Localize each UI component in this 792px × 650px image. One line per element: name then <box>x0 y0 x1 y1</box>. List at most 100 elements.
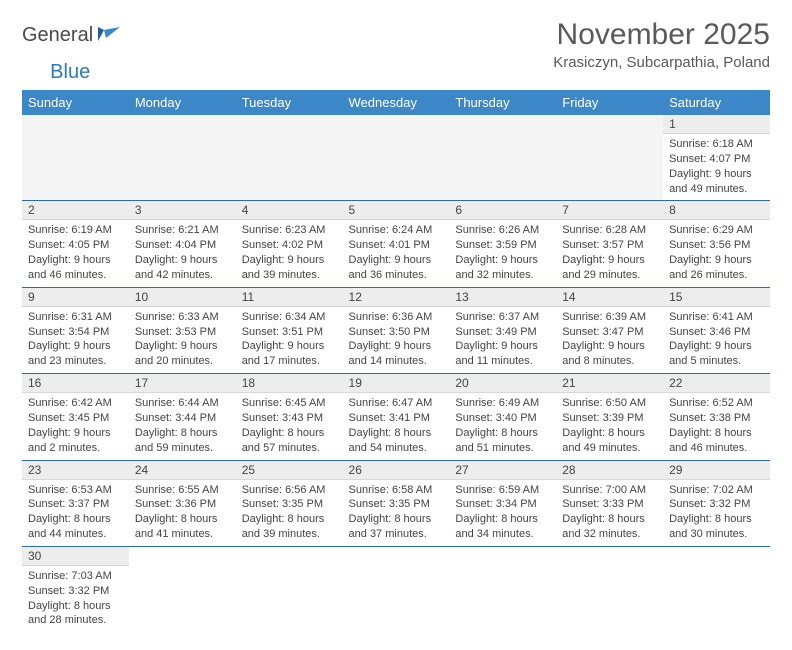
calendar-day-cell <box>556 115 663 201</box>
calendar-day-cell: 2Sunrise: 6:19 AMSunset: 4:05 PMDaylight… <box>22 201 129 287</box>
calendar-table: Sunday Monday Tuesday Wednesday Thursday… <box>22 90 770 632</box>
detail-line: Sunrise: 6:52 AM <box>669 396 764 411</box>
day-number: 12 <box>343 288 450 307</box>
detail-line: and 41 minutes. <box>135 527 230 542</box>
day-details: Sunrise: 6:52 AMSunset: 3:38 PMDaylight:… <box>663 393 770 459</box>
day-number: 15 <box>663 288 770 307</box>
weekday-header: Saturday <box>663 90 770 115</box>
day-number: 28 <box>556 461 663 480</box>
calendar-day-cell: 9Sunrise: 6:31 AMSunset: 3:54 PMDaylight… <box>22 287 129 373</box>
detail-line: Sunset: 3:39 PM <box>562 411 657 426</box>
detail-line: Sunrise: 6:50 AM <box>562 396 657 411</box>
weekday-header: Tuesday <box>236 90 343 115</box>
detail-line: and 39 minutes. <box>242 268 337 283</box>
day-number: 11 <box>236 288 343 307</box>
detail-line: Sunrise: 6:29 AM <box>669 223 764 238</box>
day-number: 20 <box>449 374 556 393</box>
detail-line: Sunset: 3:49 PM <box>455 325 550 340</box>
detail-line: Daylight: 9 hours <box>562 253 657 268</box>
calendar-day-cell <box>449 546 556 632</box>
day-number: 16 <box>22 374 129 393</box>
weekday-header: Monday <box>129 90 236 115</box>
logo-text-2: Blue <box>50 61 90 84</box>
detail-line: Sunrise: 7:03 AM <box>28 569 123 584</box>
title-block: November 2025 Krasiczyn, Subcarpathia, P… <box>553 18 770 71</box>
detail-line: Sunrise: 6:41 AM <box>669 310 764 325</box>
location-text: Krasiczyn, Subcarpathia, Poland <box>553 54 770 71</box>
detail-line: and 46 minutes. <box>28 268 123 283</box>
detail-line: and 49 minutes. <box>562 441 657 456</box>
detail-line: Sunrise: 6:39 AM <box>562 310 657 325</box>
detail-line: Sunrise: 6:26 AM <box>455 223 550 238</box>
weekday-header: Friday <box>556 90 663 115</box>
day-number: 17 <box>129 374 236 393</box>
day-number: 2 <box>22 201 129 220</box>
calendar-day-cell: 6Sunrise: 6:26 AMSunset: 3:59 PMDaylight… <box>449 201 556 287</box>
calendar-week-row: 23Sunrise: 6:53 AMSunset: 3:37 PMDayligh… <box>22 460 770 546</box>
detail-line: Sunrise: 6:45 AM <box>242 396 337 411</box>
detail-line: and 14 minutes. <box>349 354 444 369</box>
detail-line: Sunset: 3:38 PM <box>669 411 764 426</box>
detail-line: and 17 minutes. <box>242 354 337 369</box>
detail-line: Sunrise: 6:44 AM <box>135 396 230 411</box>
detail-line: and 26 minutes. <box>669 268 764 283</box>
detail-line: and 2 minutes. <box>28 441 123 456</box>
detail-line: Sunset: 3:35 PM <box>349 497 444 512</box>
detail-line: Sunset: 3:57 PM <box>562 238 657 253</box>
detail-line: Sunset: 3:50 PM <box>349 325 444 340</box>
detail-line: Sunset: 3:33 PM <box>562 497 657 512</box>
day-number: 30 <box>22 547 129 566</box>
calendar-day-cell <box>129 546 236 632</box>
detail-line: and 57 minutes. <box>242 441 337 456</box>
calendar-day-cell <box>663 546 770 632</box>
detail-line: Daylight: 9 hours <box>28 339 123 354</box>
detail-line: and 39 minutes. <box>242 527 337 542</box>
calendar-day-cell: 3Sunrise: 6:21 AMSunset: 4:04 PMDaylight… <box>129 201 236 287</box>
detail-line: Daylight: 8 hours <box>349 512 444 527</box>
detail-line: Sunset: 3:46 PM <box>669 325 764 340</box>
day-details: Sunrise: 6:19 AMSunset: 4:05 PMDaylight:… <box>22 220 129 286</box>
detail-line: Daylight: 8 hours <box>135 512 230 527</box>
day-details: Sunrise: 6:50 AMSunset: 3:39 PMDaylight:… <box>556 393 663 459</box>
detail-line: and 37 minutes. <box>349 527 444 542</box>
day-details: Sunrise: 6:49 AMSunset: 3:40 PMDaylight:… <box>449 393 556 459</box>
calendar-day-cell: 17Sunrise: 6:44 AMSunset: 3:44 PMDayligh… <box>129 374 236 460</box>
detail-line: Daylight: 8 hours <box>562 512 657 527</box>
detail-line: Daylight: 9 hours <box>669 253 764 268</box>
calendar-day-cell: 15Sunrise: 6:41 AMSunset: 3:46 PMDayligh… <box>663 287 770 373</box>
flag-icon <box>98 24 122 47</box>
detail-line: and 34 minutes. <box>455 527 550 542</box>
calendar-day-cell: 27Sunrise: 6:59 AMSunset: 3:34 PMDayligh… <box>449 460 556 546</box>
detail-line: Sunset: 3:43 PM <box>242 411 337 426</box>
detail-line: Daylight: 9 hours <box>349 253 444 268</box>
day-details: Sunrise: 6:31 AMSunset: 3:54 PMDaylight:… <box>22 307 129 373</box>
weekday-header-row: Sunday Monday Tuesday Wednesday Thursday… <box>22 90 770 115</box>
detail-line: Sunrise: 6:31 AM <box>28 310 123 325</box>
calendar-day-cell: 8Sunrise: 6:29 AMSunset: 3:56 PMDaylight… <box>663 201 770 287</box>
day-details: Sunrise: 6:34 AMSunset: 3:51 PMDaylight:… <box>236 307 343 373</box>
day-details: Sunrise: 6:28 AMSunset: 3:57 PMDaylight:… <box>556 220 663 286</box>
weekday-header: Thursday <box>449 90 556 115</box>
detail-line: Daylight: 8 hours <box>455 512 550 527</box>
detail-line: and 8 minutes. <box>562 354 657 369</box>
calendar-day-cell: 19Sunrise: 6:47 AMSunset: 3:41 PMDayligh… <box>343 374 450 460</box>
detail-line: Daylight: 9 hours <box>242 253 337 268</box>
detail-line: Sunset: 3:40 PM <box>455 411 550 426</box>
day-details: Sunrise: 6:36 AMSunset: 3:50 PMDaylight:… <box>343 307 450 373</box>
detail-line: and 11 minutes. <box>455 354 550 369</box>
detail-line: Sunset: 3:35 PM <box>242 497 337 512</box>
detail-line: Sunset: 3:44 PM <box>135 411 230 426</box>
day-number: 24 <box>129 461 236 480</box>
detail-line: Daylight: 9 hours <box>242 339 337 354</box>
calendar-day-cell: 25Sunrise: 6:56 AMSunset: 3:35 PMDayligh… <box>236 460 343 546</box>
day-number: 18 <box>236 374 343 393</box>
detail-line: Sunrise: 6:19 AM <box>28 223 123 238</box>
detail-line: Daylight: 8 hours <box>349 426 444 441</box>
calendar-week-row: 30Sunrise: 7:03 AMSunset: 3:32 PMDayligh… <box>22 546 770 632</box>
detail-line: and 59 minutes. <box>135 441 230 456</box>
calendar-day-cell <box>129 115 236 201</box>
detail-line: Daylight: 9 hours <box>28 253 123 268</box>
detail-line: Daylight: 8 hours <box>28 599 123 614</box>
detail-line: Sunset: 3:34 PM <box>455 497 550 512</box>
detail-line: Daylight: 8 hours <box>242 426 337 441</box>
